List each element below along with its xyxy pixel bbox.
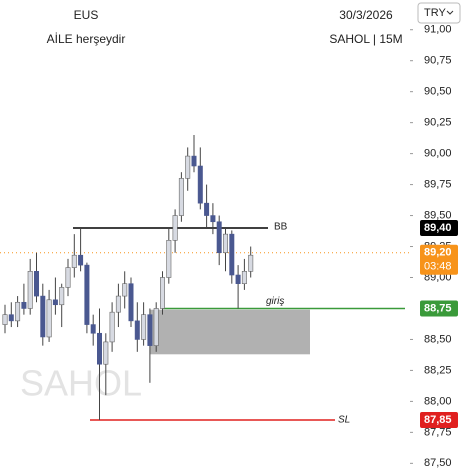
chart-subtitle: AİLE herşeydir: [47, 32, 126, 46]
candle-body: [210, 215, 216, 223]
candle-body: [178, 178, 184, 216]
price-tag-label: 89,20: [424, 247, 452, 259]
y-tick-label: 87,75: [424, 426, 452, 438]
candle-body: [8, 314, 14, 322]
candle-body: [90, 324, 96, 334]
y-tick-label: 88,00: [424, 395, 452, 407]
level-label: BB: [274, 222, 288, 233]
price-tag-label: 89,40: [424, 222, 452, 234]
candle-body: [21, 301, 27, 309]
candle-body: [59, 287, 65, 306]
price-tag-label: 87,85: [424, 414, 452, 426]
price-tag: [420, 411, 458, 428]
candle-body: [160, 277, 166, 309]
y-tick-label: 90,00: [424, 148, 452, 160]
candle-body: [78, 254, 84, 266]
candle-body: [128, 283, 134, 322]
candle-body: [235, 274, 241, 284]
currency[interactable]: TRY: [424, 7, 446, 19]
candle-body: [229, 233, 235, 276]
candle-body: [185, 155, 191, 179]
y-tick-label: 88,25: [424, 364, 452, 376]
level-label: SL: [338, 415, 350, 426]
watermark: SAHOL: [20, 363, 142, 404]
candle-body: [52, 299, 58, 306]
candle-body: [103, 341, 109, 365]
plot: BB giriş SL: [0, 135, 410, 426]
candle-body: [166, 240, 172, 278]
price-tag-label: 88,75: [424, 302, 452, 314]
price-tag: [420, 244, 458, 275]
candle-body: [84, 264, 90, 325]
candle-body: [197, 165, 203, 204]
candle-body: [2, 314, 8, 325]
candle-body: [147, 314, 153, 346]
dropdown-arrow[interactable]: [446, 10, 454, 15]
candle-body: [134, 320, 140, 340]
y-tick-label: 89,50: [424, 209, 452, 221]
candle-body: [40, 295, 46, 338]
y-tick-label: 91,00: [424, 24, 452, 36]
candle-body: [65, 267, 71, 288]
price-tag: [420, 219, 458, 236]
candle-body: [122, 283, 128, 297]
symbol: SAHOL | 15M: [329, 32, 402, 46]
candle-body: [115, 295, 121, 313]
chart-title: EUS: [74, 8, 99, 22]
y-tick-label: 90,75: [424, 55, 452, 67]
price-tag: [420, 300, 458, 317]
y-tick-label: 90,25: [424, 117, 452, 129]
candle-body: [15, 301, 21, 322]
y-tick-label: 89,75: [424, 178, 452, 190]
candle-body: [172, 215, 178, 241]
y-tick-label: 88,50: [424, 333, 452, 345]
candle-body: [153, 308, 159, 346]
candle-body: [191, 155, 197, 167]
candle-body: [97, 332, 103, 365]
y-tick-label: 90,50: [424, 86, 452, 98]
candle-body: [27, 271, 33, 309]
candle-body: [216, 221, 222, 254]
candle-body: [109, 311, 115, 343]
candle-body: [71, 254, 77, 268]
candle-body: [141, 314, 147, 340]
y-tick-label: 87,50: [424, 457, 452, 469]
candle-body: [223, 233, 229, 254]
candle-body: [204, 202, 210, 216]
currency-button[interactable]: [417, 2, 461, 24]
countdown: 03:48: [424, 261, 452, 273]
entry-zone: [150, 309, 310, 355]
candle-body: [241, 271, 247, 284]
date: 30/3/2026: [339, 8, 393, 22]
candle-body: [46, 299, 52, 338]
price-tags: 89,40 89,20 03:48 88,75 87,85: [420, 219, 458, 428]
candle-body: [33, 271, 39, 297]
candle-body: [248, 254, 254, 272]
level-label: giriş: [266, 296, 284, 307]
